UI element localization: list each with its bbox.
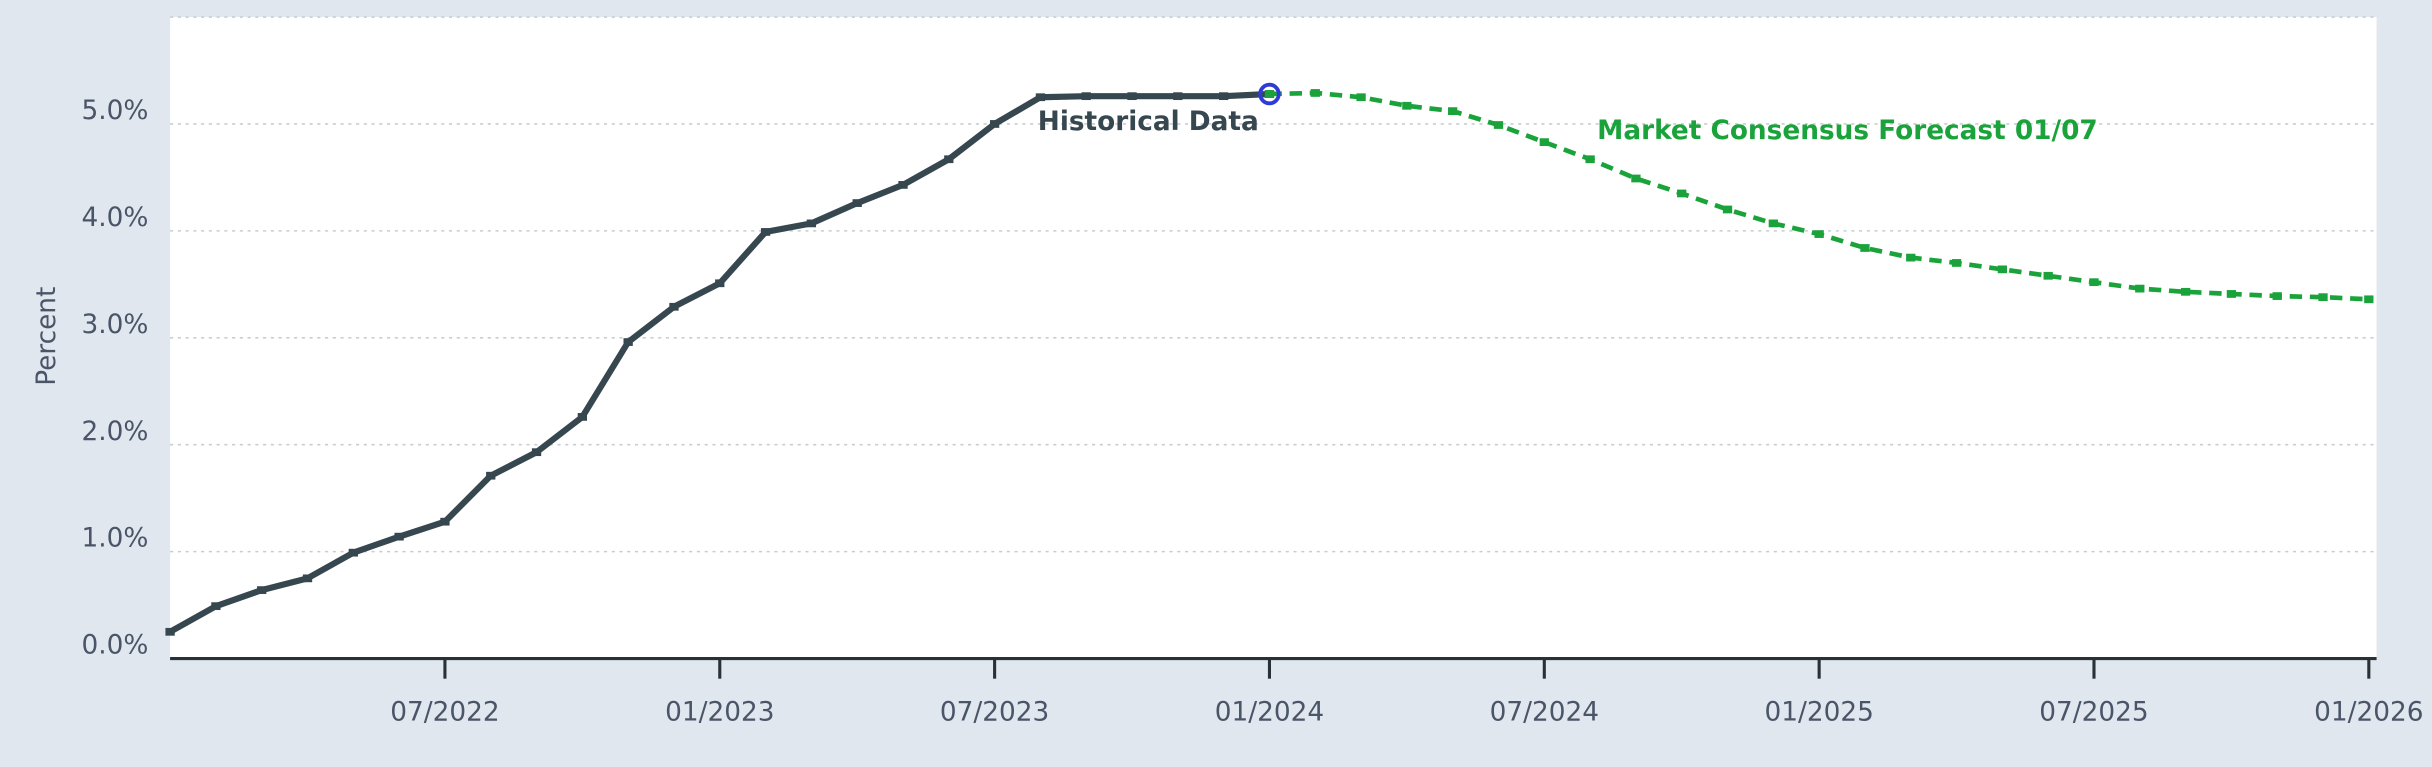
- point-marker: [989, 120, 1000, 128]
- point-marker: [898, 181, 908, 189]
- x-tick-label: 07/2022: [390, 697, 499, 727]
- point-marker: [1219, 92, 1229, 101]
- point-marker: [1768, 219, 1778, 228]
- point-marker: [1081, 92, 1091, 101]
- x-tick-label: 01/2025: [1764, 697, 1873, 727]
- point-marker: [2226, 290, 2237, 298]
- point-marker: [1173, 92, 1183, 101]
- y-tick-label: 3.0%: [82, 310, 149, 340]
- point-marker: [165, 627, 175, 636]
- point-marker: [2043, 271, 2053, 280]
- point-marker: [2272, 292, 2282, 300]
- point-marker: [577, 413, 588, 421]
- point-marker: [1539, 138, 1549, 147]
- x-tick-label: 01/2026: [2314, 697, 2423, 727]
- point-marker: [944, 155, 954, 164]
- point-marker: [1264, 90, 1275, 98]
- point-marker: [211, 602, 221, 611]
- point-marker: [1448, 107, 1458, 116]
- point-marker: [852, 199, 862, 207]
- y-axis-label: Percent: [32, 287, 62, 386]
- point-marker: [486, 471, 496, 480]
- point-marker: [2135, 284, 2145, 293]
- x-tick-label: 07/2025: [2039, 697, 2148, 727]
- point-marker: [1402, 101, 1412, 110]
- point-marker: [2364, 295, 2374, 304]
- point-marker: [348, 548, 358, 557]
- x-tick-label: 07/2024: [1490, 697, 1599, 727]
- point-marker: [1127, 92, 1137, 101]
- point-marker: [1951, 259, 1962, 267]
- point-marker: [440, 517, 450, 526]
- series-annotation: Historical Data: [1038, 107, 1259, 137]
- highlight-marker: [1258, 82, 1281, 106]
- point-marker: [669, 302, 679, 311]
- point-marker: [1906, 253, 1916, 262]
- point-marker: [715, 279, 725, 288]
- point-marker: [1631, 174, 1641, 183]
- y-tick-label: 4.0%: [82, 203, 149, 233]
- point-marker: [2180, 287, 2191, 296]
- point-marker: [1035, 93, 1046, 102]
- y-tick-label: 1.0%: [82, 524, 149, 554]
- point-marker: [1677, 189, 1687, 198]
- point-marker: [623, 338, 633, 346]
- point-marker: [1585, 155, 1595, 164]
- x-tick-label: 07/2023: [940, 697, 1049, 727]
- point-marker: [1310, 89, 1320, 97]
- y-tick-label: 2.0%: [82, 417, 149, 447]
- point-marker: [1356, 93, 1366, 102]
- point-marker: [1722, 205, 1733, 214]
- point-marker: [257, 586, 267, 594]
- x-tick-label: 01/2023: [665, 697, 774, 727]
- y-tick-label: 0.0%: [82, 631, 149, 661]
- y-tick-label: 5.0%: [82, 96, 149, 126]
- x-tick-label: 01/2024: [1215, 697, 1324, 727]
- point-marker: [1493, 121, 1504, 129]
- point-marker: [394, 532, 404, 541]
- point-marker: [1997, 265, 2008, 274]
- point-marker: [302, 574, 313, 583]
- point-marker: [1860, 244, 1870, 252]
- point-marker: [2318, 293, 2328, 302]
- point-marker: [806, 219, 817, 228]
- point-marker: [1814, 230, 1824, 238]
- series-annotation: Market Consensus Forecast 01/07: [1597, 116, 2098, 146]
- point-marker: [531, 448, 542, 457]
- point-marker: [2089, 278, 2099, 287]
- point-marker: [760, 228, 771, 236]
